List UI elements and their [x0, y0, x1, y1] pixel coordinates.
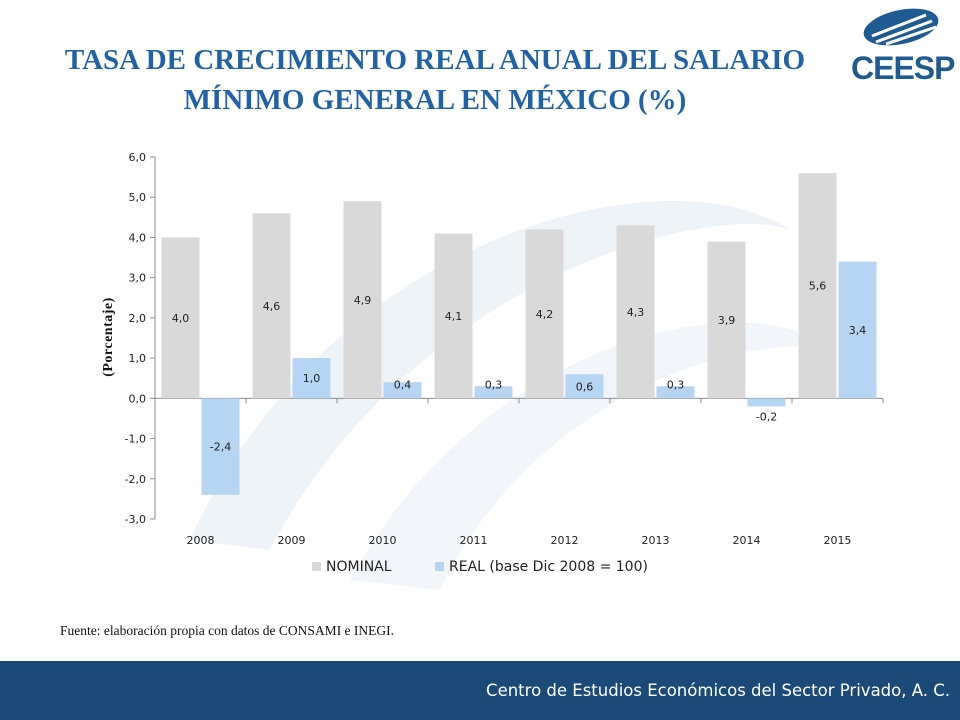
legend-label-nominal: NOMINAL: [326, 559, 392, 575]
title-line-2: MÍNIMO GENERAL EN MÉXICO (%): [183, 84, 687, 116]
page-title: TASA DE CRECIMIENTO REAL ANUAL DEL SALAR…: [40, 40, 830, 120]
bar-nominal: [798, 173, 837, 399]
bar-nominal: [252, 213, 291, 399]
data-label-nominal: 4,9: [354, 294, 372, 307]
y-tick-label: -1,0: [125, 433, 146, 446]
bar-nominal: [161, 237, 200, 399]
title-line-1: TASA DE CRECIMIENTO REAL ANUAL DEL SALAR…: [64, 44, 806, 76]
x-tick-label: 2009: [278, 534, 306, 547]
data-label-real: 1,0: [303, 372, 321, 385]
bar-real: [565, 374, 604, 399]
data-label-real: 0,3: [485, 378, 503, 391]
bar-nominal: [343, 201, 382, 399]
footer-organization: Centro de Estudios Económicos del Sector…: [486, 681, 950, 700]
bar-nominal: [434, 233, 473, 399]
bar-real: [474, 386, 513, 399]
data-label-real: -2,4: [210, 441, 231, 454]
data-label-nominal: 4,0: [172, 312, 190, 325]
bar-nominal: [616, 225, 655, 399]
bar-real: [201, 398, 240, 495]
y-tick-label: 6,0: [129, 151, 147, 164]
data-label-real: 0,6: [576, 380, 594, 393]
bars: [161, 173, 877, 495]
y-tick-label: 3,0: [129, 272, 147, 285]
y-tick-label: 2,0: [129, 312, 147, 325]
data-label-real: 3,4: [849, 324, 867, 337]
logo-text: CEESP: [851, 50, 955, 86]
y-tick-label: 5,0: [129, 191, 147, 204]
bar-real: [747, 398, 786, 407]
data-label-nominal: 3,9: [718, 314, 736, 327]
x-tick-label: 2012: [551, 534, 579, 547]
bar-real: [656, 386, 695, 399]
data-label-nominal: 4,3: [627, 306, 645, 319]
data-label-nominal: 4,6: [263, 300, 281, 313]
bar-real: [292, 358, 331, 399]
x-tick-label: 2011: [460, 534, 488, 547]
data-label-nominal: 4,2: [536, 308, 554, 321]
x-tick-label: 2008: [187, 534, 215, 547]
y-tick-label: 1,0: [129, 352, 147, 365]
data-label-real: -0,2: [756, 410, 777, 423]
legend-label-real: REAL (base Dic 2008 = 100): [449, 559, 648, 575]
data-labels: 4,0 -2,4 4,6 1,0 4,9 0,4 4,1 0,3 4,2 0,6 4,3 0,3 3,9…: [172, 280, 867, 454]
x-axis: 2008 2009 2010 2011 2012 2013 2014 2015: [154, 397, 884, 547]
y-tick-label: 0,0: [129, 392, 147, 405]
legend-swatch-real: [435, 562, 444, 571]
y-tick-label: -3,0: [125, 513, 146, 526]
legend: NOMINAL REAL (base Dic 2008 = 100): [312, 559, 648, 575]
x-tick-label: 2013: [642, 534, 670, 547]
legend-swatch-nominal: [312, 562, 321, 571]
data-label-nominal: 4,1: [445, 310, 463, 323]
bar-real: [838, 261, 877, 399]
y-axis: 6,0 5,0 4,0 3,0 2,0 1,0 0,0 -1,0 -2,0 -3,0: [125, 151, 156, 526]
bar-chart: 6,05,04,03,02,01,00,0-1,0-2,0-3,0 2008 20…: [101, 151, 884, 575]
data-label-nominal: 5,6: [809, 280, 827, 293]
bar-nominal: [707, 241, 746, 399]
bar-real: [383, 382, 422, 399]
ceesp-logo-icon: [863, 8, 939, 46]
source-note: Fuente: elaboración propia con datos de …: [60, 623, 395, 638]
data-label-real: 0,3: [667, 378, 685, 391]
x-tick-label: 2010: [369, 534, 397, 547]
bar-nominal: [525, 229, 564, 399]
x-tick-label: 2014: [733, 534, 761, 547]
footer-bar: Centro de Estudios Económicos del Sector…: [0, 661, 960, 720]
data-label-real: 0,4: [394, 378, 412, 391]
y-tick-label: -2,0: [125, 473, 146, 486]
x-tick-label: 2015: [824, 534, 852, 547]
y-axis-label: (Porcentaje): [101, 297, 116, 377]
y-tick-label: 4,0: [129, 231, 147, 244]
